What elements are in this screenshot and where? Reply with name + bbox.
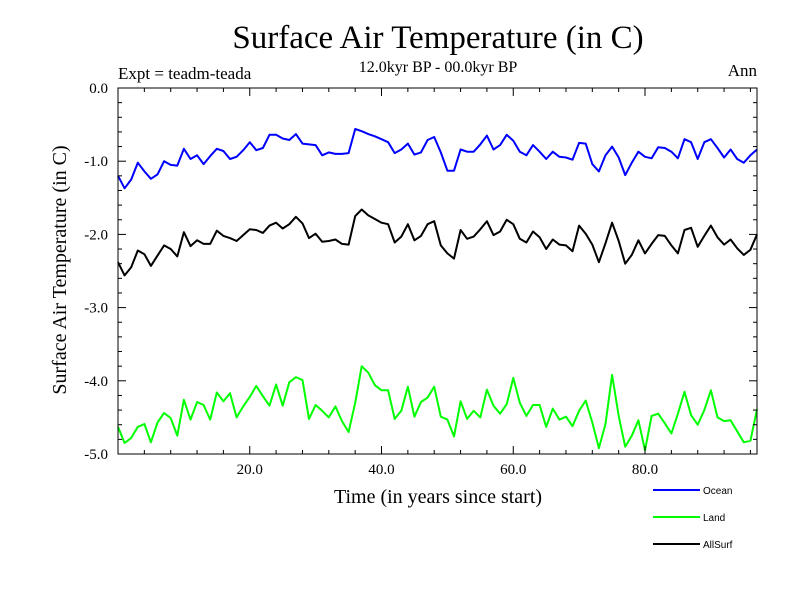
- series-line-land: [117, 365, 758, 452]
- x-tick-label: 60.0: [500, 462, 526, 478]
- legend-label-ocean: Ocean: [703, 486, 732, 497]
- season-label: Ann: [728, 61, 758, 80]
- chart-subtitle: 12.0kyr BP - 00.0kyr BP: [359, 59, 518, 76]
- x-axis-label: Time (in years since start): [334, 486, 542, 508]
- x-tick-label: 80.0: [632, 462, 658, 478]
- y-tick-label: 0.0: [89, 81, 108, 97]
- y-tick-label: -5.0: [84, 447, 108, 463]
- x-tick-label: 40.0: [368, 462, 394, 478]
- y-tick-label: -1.0: [84, 154, 108, 170]
- legend-label-allsurf: AllSurf: [703, 540, 733, 551]
- y-tick-label: -4.0: [84, 374, 108, 390]
- x-tick-label: 20.0: [237, 462, 263, 478]
- y-axis-label: Surface Air Temperature (in C): [49, 145, 71, 394]
- legend-label-land: Land: [703, 513, 725, 524]
- chart-title: Surface Air Temperature (in C): [232, 20, 643, 56]
- series-layer: [117, 128, 758, 452]
- y-tick-label: -3.0: [84, 301, 108, 317]
- y-tick-label: -2.0: [84, 227, 108, 243]
- experiment-label: Expt = teadm-teada: [118, 64, 252, 83]
- series-line-ocean: [117, 128, 758, 190]
- plot-frame: [117, 87, 758, 455]
- series-line-allsurf: [117, 208, 758, 277]
- legend: Ocean Land AllSurf: [653, 486, 733, 551]
- axis-ticks: 20.0 40.0 60.0 80.0 0.0 -1.0 -2.0 -3.0 -4.0 -5.0: [84, 81, 757, 478]
